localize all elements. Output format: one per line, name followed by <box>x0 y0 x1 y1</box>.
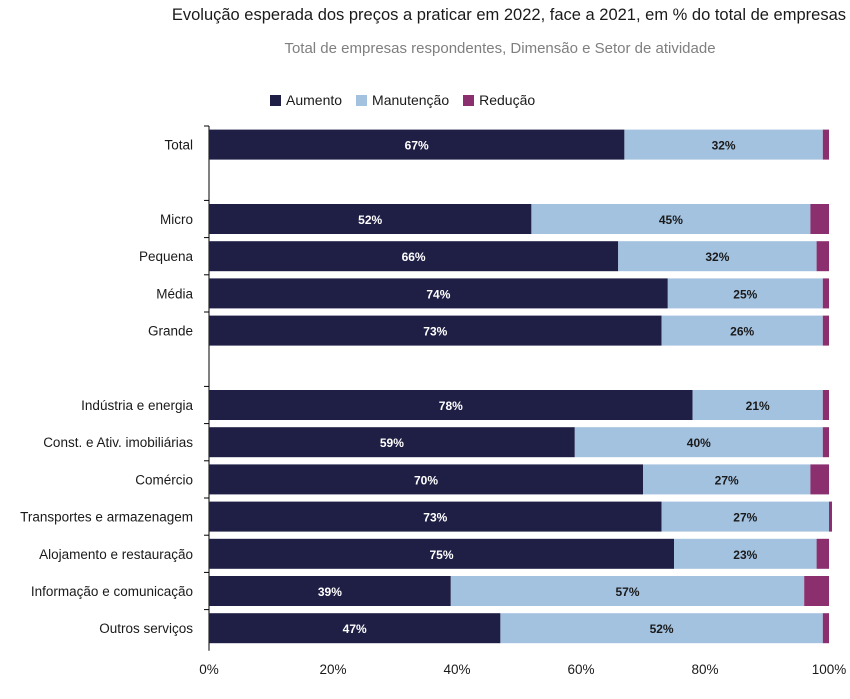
data-label-aumento-total: 67% <box>405 139 429 153</box>
bar-aumento-comercio <box>209 464 643 495</box>
data-label-manutencao-micro: 45% <box>659 213 683 227</box>
data-label-aumento-transportes-e-armazenagem: 73% <box>423 511 447 525</box>
data-label-manutencao-total: 32% <box>712 139 736 153</box>
chart-legend: Aumento Manutenção Redução <box>270 92 535 108</box>
bar-manutencao-comercio <box>643 464 811 495</box>
category-label-outros-servicos: Outros serviços <box>99 621 193 636</box>
legend-item-manutencao: Manutenção <box>356 92 449 108</box>
x-tick-label-80: 80% <box>691 662 718 677</box>
legend-swatch-aumento <box>270 94 281 106</box>
bar-aumento-pequena <box>209 241 619 272</box>
data-label-manutencao-transportes-e-armazenagem: 27% <box>733 511 757 525</box>
bar-aumento-outros-servicos <box>209 613 501 644</box>
category-label-transportes-e-armazenagem: Transportes e armazenagem <box>20 510 193 525</box>
bar-aumento-micro <box>209 204 532 234</box>
data-label-manutencao-const-e-ativ-imobiliarias: 40% <box>687 436 711 450</box>
chart-subtitle: Total de empresas respondentes, Dimensão… <box>284 40 716 57</box>
category-label-pequena: Pequena <box>139 249 194 264</box>
bar-manutencao-pequena <box>618 241 817 272</box>
x-tick-label-40: 40% <box>443 662 470 677</box>
legend-item-reducao: Redução <box>463 92 535 108</box>
data-label-manutencao-comercio: 27% <box>715 473 739 487</box>
bar-manutencao-micro <box>531 204 811 234</box>
data-label-manutencao-outros-servicos: 52% <box>650 622 674 636</box>
bar-manutencao-alojamento-e-restauracao <box>674 538 817 569</box>
data-label-manutencao-pequena: 32% <box>705 250 729 264</box>
bar-manutencao-industria-e-energia <box>692 390 823 420</box>
bar-manutencao-media <box>667 278 823 309</box>
bar-manutencao-informacao-e-comunicacao <box>450 576 805 606</box>
legend-label-aumento: Aumento <box>286 92 343 108</box>
x-tick-label-60: 60% <box>567 662 594 677</box>
legend-swatch-reducao <box>463 94 475 106</box>
category-label-industria-e-energia: Indústria e energia <box>81 398 193 413</box>
data-label-manutencao-grande: 26% <box>730 325 754 339</box>
bar-aumento-alojamento-e-restauracao <box>209 538 674 569</box>
bar-reducao-const-e-ativ-imobiliarias <box>822 427 829 458</box>
legend-label-manutencao: Manutenção <box>372 92 450 108</box>
bar-aumento-total <box>209 129 625 160</box>
legend-swatch-manutencao <box>356 94 368 106</box>
data-label-aumento-informacao-e-comunicacao: 39% <box>318 585 342 599</box>
category-label-media: Média <box>156 286 193 301</box>
bar-aumento-const-e-ativ-imobiliarias <box>209 427 575 458</box>
category-label-total: Total <box>164 138 193 153</box>
data-label-manutencao-industria-e-energia: 21% <box>746 399 770 413</box>
bar-aumento-transportes-e-armazenagem <box>209 501 662 532</box>
data-label-manutencao-media: 25% <box>733 287 757 301</box>
bar-manutencao-grande <box>661 315 823 346</box>
bar-aumento-industria-e-energia <box>209 390 693 420</box>
bar-manutencao-total <box>624 129 823 160</box>
data-label-manutencao-alojamento-e-restauracao: 23% <box>733 548 757 562</box>
bar-reducao-comercio <box>810 464 829 495</box>
data-label-aumento-pequena: 66% <box>402 250 426 264</box>
bar-manutencao-const-e-ativ-imobiliarias <box>574 427 823 458</box>
bar-aumento-informacao-e-comunicacao <box>209 576 451 606</box>
data-label-aumento-comercio: 70% <box>414 473 438 487</box>
bar-reducao-media <box>822 278 829 309</box>
bar-reducao-micro <box>810 204 829 234</box>
data-label-aumento-micro: 52% <box>358 213 382 227</box>
data-label-aumento-alojamento-e-restauracao: 75% <box>429 548 453 562</box>
x-tick-label-0: 0% <box>199 662 219 677</box>
bar-manutencao-transportes-e-armazenagem <box>661 501 829 532</box>
legend-label-reducao: Redução <box>479 92 536 108</box>
category-label-alojamento-e-restauracao: Alojamento e restauração <box>39 547 193 562</box>
x-tick-label-20: 20% <box>319 662 346 677</box>
category-label-informacao-e-comunicacao: Informação e comunicação <box>31 584 193 599</box>
data-label-aumento-media: 74% <box>426 287 450 301</box>
bar-reducao-transportes-e-armazenagem <box>829 501 832 532</box>
category-label-micro: Micro <box>160 212 193 227</box>
bar-reducao-grande <box>822 315 829 346</box>
data-label-aumento-grande: 73% <box>423 325 447 339</box>
bar-reducao-total <box>822 129 829 160</box>
category-label-grande: Grande <box>148 324 193 339</box>
data-label-aumento-industria-e-energia: 78% <box>439 399 463 413</box>
bar-reducao-outros-servicos <box>822 613 829 644</box>
bar-manutencao-outros-servicos <box>500 613 823 644</box>
bar-reducao-industria-e-energia <box>822 390 829 420</box>
chart-title: Evolução esperada dos preços a praticar … <box>171 6 846 24</box>
bar-aumento-grande <box>209 315 662 346</box>
category-label-const-e-ativ-imobiliarias: Const. e Ativ. imobiliárias <box>43 435 193 450</box>
x-tick-label-100: 100% <box>812 662 847 677</box>
category-label-comercio: Comércio <box>135 472 193 487</box>
legend-item-aumento: Aumento <box>270 92 342 108</box>
bar-reducao-pequena <box>816 241 829 272</box>
data-label-manutencao-informacao-e-comunicacao: 57% <box>615 585 639 599</box>
data-label-aumento-outros-servicos: 47% <box>343 622 367 636</box>
data-label-aumento-const-e-ativ-imobiliarias: 59% <box>380 436 404 450</box>
bar-reducao-alojamento-e-restauracao <box>816 538 829 569</box>
bar-reducao-informacao-e-comunicacao <box>804 576 829 606</box>
bar-aumento-media <box>209 278 668 309</box>
